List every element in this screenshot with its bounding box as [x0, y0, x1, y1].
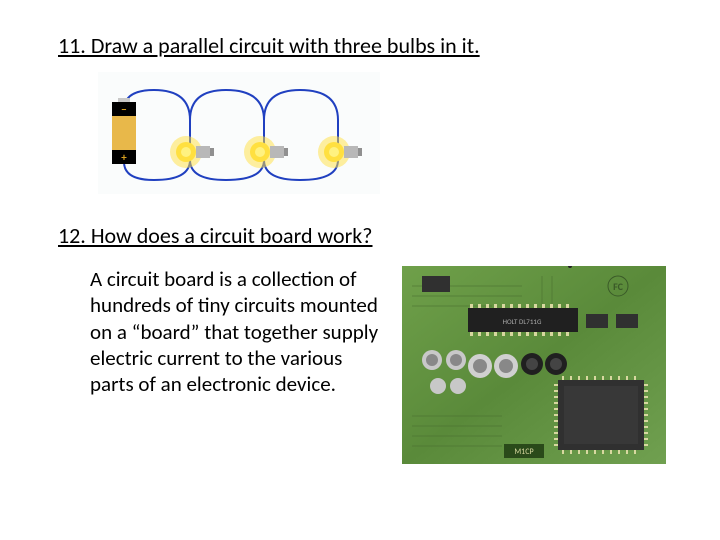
parallel-circuit-diagram: − + — [98, 72, 380, 194]
svg-text:−: − — [121, 103, 126, 116]
question-11: 11. Draw a parallel circuit with three b… — [58, 32, 480, 59]
svg-text:HOLT DL711G: HOLT DL711G — [503, 317, 542, 326]
svg-text:+: + — [121, 151, 127, 164]
bulb-icon — [318, 136, 362, 168]
circuit-board-image: HOLT DL711G FC — [402, 266, 666, 464]
answer-text: A circuit board is a collection of hundr… — [90, 266, 380, 397]
bulb-icon — [170, 136, 214, 168]
svg-text:M1CP: M1CP — [514, 447, 533, 457]
bulb-icon — [244, 136, 288, 168]
svg-text:FC: FC — [613, 280, 624, 293]
battery-icon: − + — [112, 98, 136, 164]
question-12: 12. How does a circuit board work? — [58, 222, 373, 249]
